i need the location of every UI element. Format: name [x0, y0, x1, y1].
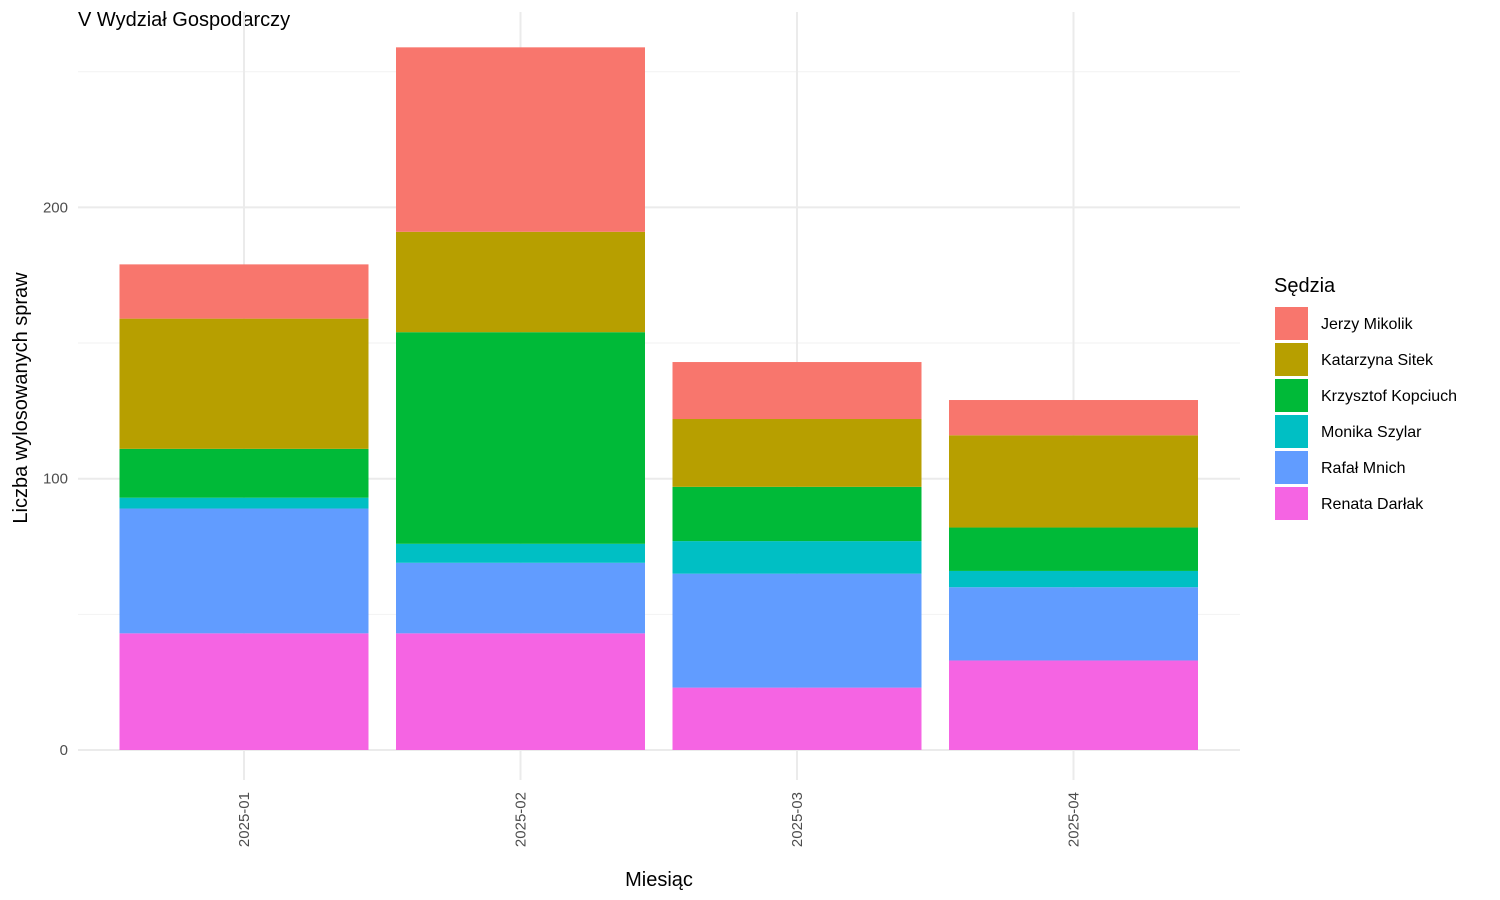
- bar-segment: [672, 687, 922, 750]
- y-tick-label: 0: [60, 742, 68, 759]
- bar-segment: [396, 332, 645, 544]
- x-tick-label: 2025-02: [513, 792, 530, 847]
- legend-label: Renata Darłak: [1321, 496, 1424, 513]
- legend-label: Katarzyna Sitek: [1321, 352, 1434, 369]
- bar-segment: [396, 562, 645, 634]
- bar-segment: [119, 497, 369, 509]
- legend-swatch: [1275, 343, 1308, 376]
- legend-swatch: [1275, 379, 1308, 412]
- x-tick-labels: 2025-01 2025-02 2025-03 2025-04: [236, 792, 1083, 847]
- bar-segment: [119, 508, 369, 634]
- legend-title: Sędzia: [1274, 275, 1336, 297]
- bar-segment: [396, 543, 645, 563]
- y-tick-label: 100: [43, 471, 68, 488]
- x-axis-title: Miesiąc: [625, 869, 693, 891]
- y-axis-title: Liczba wylosowanych spraw: [10, 272, 32, 524]
- bars: [119, 47, 1198, 750]
- bar-segment: [949, 400, 1198, 436]
- x-tick-label: 2025-04: [1066, 792, 1083, 847]
- bar-segment: [119, 264, 369, 319]
- legend-label: Jerzy Mikolik: [1321, 316, 1414, 333]
- bar-segment: [396, 633, 645, 750]
- legend-swatch: [1275, 415, 1308, 448]
- legend-label: Krzysztof Kopciuch: [1321, 388, 1457, 405]
- bar-segment: [672, 362, 922, 420]
- y-tick-labels: 0 100 200: [43, 199, 68, 759]
- chart-title: V Wydział Gospodarczy: [78, 9, 290, 31]
- x-tick-label: 2025-01: [236, 792, 253, 847]
- legend-swatch: [1275, 307, 1308, 340]
- bar-segment: [119, 448, 369, 498]
- legend-swatch: [1275, 451, 1308, 484]
- bar-segment: [949, 660, 1198, 750]
- y-tick-label: 200: [43, 199, 68, 216]
- bar-segment: [949, 570, 1198, 588]
- bar-segment: [396, 231, 645, 333]
- bar-segment: [949, 435, 1198, 528]
- bar-segment: [119, 633, 369, 750]
- legend-label: Rafał Mnich: [1321, 460, 1405, 477]
- bar-segment: [672, 573, 922, 688]
- bar-segment: [119, 318, 369, 449]
- bar-segment: [949, 527, 1198, 571]
- bar-segment: [672, 541, 922, 574]
- legend-label: Monika Szylar: [1321, 424, 1422, 441]
- x-tick-label: 2025-03: [789, 792, 806, 847]
- bar-segment: [949, 587, 1198, 661]
- legend-swatch: [1275, 487, 1308, 520]
- legend: Sędzia Jerzy Mikolik Katarzyna Sitek Krzys…: [1274, 275, 1457, 520]
- bar-segment: [396, 47, 645, 232]
- bar-segment: [672, 419, 922, 487]
- bar-segment: [672, 486, 922, 542]
